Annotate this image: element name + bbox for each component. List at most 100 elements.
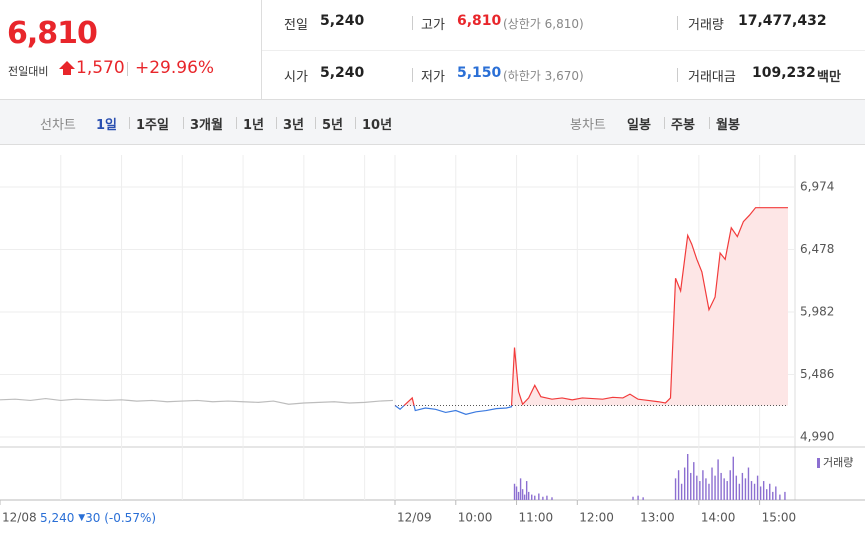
x-tick-label: 13:00: [640, 511, 675, 525]
volume-bar: [772, 491, 774, 500]
x-tick-label: 12/08: [2, 511, 37, 525]
volume-bar: [519, 478, 522, 500]
divider: [677, 68, 678, 82]
stat-value: 5,150: [457, 65, 502, 81]
volume-bar: [683, 467, 686, 500]
x-tick-label: 11:00: [519, 511, 554, 525]
divider: [664, 117, 665, 129]
divider: [315, 117, 316, 129]
stat-unit: 백만: [817, 70, 841, 85]
volume-bar: [551, 497, 553, 500]
volume-bar: [693, 462, 695, 500]
volume-bar: [687, 454, 689, 500]
summary: 5,240 ▼30 (-0.57%): [40, 511, 156, 525]
price-box: 6,810 전일대비 1,570 +29.96%: [0, 0, 262, 100]
period-tab[interactable]: 3년: [283, 118, 305, 133]
change-percent: +29.96%: [135, 58, 215, 78]
volume-bar: [784, 491, 786, 500]
divider: [129, 117, 130, 129]
volume-bar: [642, 497, 644, 500]
current-price: 6,810: [7, 16, 98, 51]
stat-value: 5,240: [320, 65, 365, 81]
x-tick-label: 12:00: [579, 511, 614, 525]
volume-bar: [513, 483, 516, 500]
period-tab[interactable]: 3개월: [190, 118, 223, 133]
stat-label: 고가: [421, 18, 445, 33]
y-tick-label: 6,478: [800, 242, 834, 256]
candle-tab[interactable]: 월봉: [716, 118, 740, 133]
period-tab[interactable]: 10년: [362, 118, 393, 133]
stat-label: 저가: [421, 70, 445, 85]
down-mark: ▼: [78, 513, 85, 523]
x-tick-label: 12/09: [397, 511, 432, 525]
divider: [412, 68, 413, 82]
stat-label: 거래대금: [688, 70, 736, 85]
divider: [709, 117, 710, 129]
volume-bar: [705, 478, 707, 500]
period-tab[interactable]: 1주일: [136, 118, 169, 133]
volume-bar: [702, 470, 704, 500]
volume-bar: [747, 467, 750, 500]
candle-tab[interactable]: 주봉: [671, 118, 695, 133]
volume-bar: [677, 470, 680, 500]
volume-bar: [723, 478, 725, 500]
stat-value: 17,477,432: [738, 13, 827, 29]
divider: [677, 16, 678, 30]
stat-label: 거래량: [688, 18, 724, 33]
volume-bar: [741, 472, 744, 500]
volume-bar: [766, 489, 768, 500]
volume-bar: [753, 483, 756, 500]
divider: [276, 117, 277, 129]
legend-swatch: [817, 458, 820, 468]
stat-label: 시가: [284, 70, 308, 85]
y-tick-label: 6,974: [800, 180, 834, 194]
volume-bar: [534, 495, 536, 500]
volume-bar: [738, 483, 741, 500]
x-tick-label: 15:00: [762, 511, 797, 525]
price-line: [0, 397, 394, 405]
candle-tab[interactable]: 일봉: [627, 118, 651, 133]
row-divider: [262, 50, 865, 51]
volume-bar: [696, 475, 698, 500]
period-tab[interactable]: 1일: [96, 118, 118, 133]
volume-bar: [538, 493, 540, 500]
legend-label: 거래량: [823, 456, 853, 469]
volume-bar: [779, 494, 781, 500]
divider: [127, 62, 128, 76]
volume-bar: [525, 481, 528, 500]
y-tick-label: 5,982: [800, 305, 834, 319]
stat-note: (상한가 6,810): [503, 17, 584, 31]
volume-bar: [762, 481, 765, 500]
stat-value: 109,232: [752, 65, 816, 81]
volume-bar: [637, 495, 639, 500]
quote-header: 6,810 전일대비 1,570 +29.96% 전일 5,240 고가 6,8…: [0, 0, 865, 100]
volume-bar: [523, 494, 526, 500]
area: [404, 207, 788, 406]
volume-bar: [531, 494, 533, 500]
volume-bar: [680, 483, 683, 500]
prev-change: 30: [85, 511, 100, 525]
volume-bar: [546, 495, 548, 500]
volume-bar: [756, 475, 759, 500]
period-tab[interactable]: 5년: [322, 118, 344, 133]
volume-bar: [775, 486, 777, 500]
up-arrow: [59, 61, 75, 75]
x-tick-label: 10:00: [458, 511, 493, 525]
volume-bar: [769, 483, 771, 500]
volume-bar: [690, 472, 692, 500]
prev-close: 5,240: [40, 511, 74, 525]
chart: 12/08 12/09 10:00 11:00 12:00 13:00 14:00 15:00…: [0, 155, 865, 525]
volume-bar: [542, 496, 544, 500]
y-tick-label: 5,486: [800, 367, 834, 381]
volume-bar: [632, 496, 634, 500]
tab-group-label: 봉차트: [570, 118, 606, 133]
stat-note: (하한가 3,670): [503, 69, 584, 83]
chart-tabs: 선차트 1일 1주일 3개월 1년 3년 5년 10년 봉차트 일봉 주봉 월봉: [0, 100, 865, 145]
volume-bar: [515, 486, 518, 500]
price-line: [394, 207, 788, 415]
volume-bar: [735, 475, 738, 500]
period-tab[interactable]: 1년: [243, 118, 265, 133]
change-amount: 1,570: [76, 58, 125, 78]
volume-bar: [714, 475, 716, 500]
